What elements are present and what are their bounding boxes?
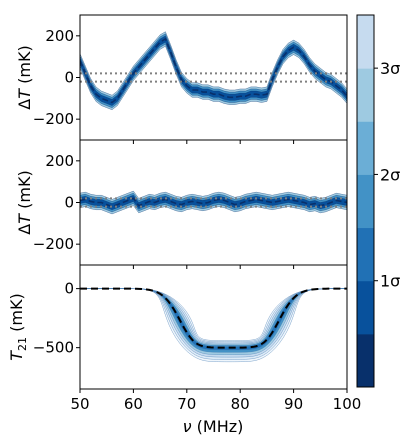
y-tick-label: 0 <box>64 280 74 298</box>
mean-line <box>80 37 347 104</box>
y-tick-label: 0 <box>64 69 74 87</box>
x-tick-label: 100 <box>333 395 362 413</box>
sigma-colorbar: 1σ 2σ 3σ <box>356 14 400 388</box>
axes-frame <box>79 264 348 390</box>
axes-frame <box>79 14 348 141</box>
y-axis-label: ΔT (mK) <box>15 45 34 109</box>
x-tick-label: 70 <box>177 395 196 413</box>
y-tick-label: 200 <box>45 27 74 45</box>
y-tick-label: −500 <box>33 339 74 357</box>
colorbar-cell <box>357 227 374 282</box>
mean-line <box>80 197 347 208</box>
plot-area <box>80 190 347 215</box>
colorbar-tick-label: 2σ <box>380 165 400 184</box>
x-tick-label: 90 <box>284 395 303 413</box>
y-axis-label: T21 (mK) <box>7 293 29 360</box>
y-tick-label: −200 <box>33 110 74 128</box>
colorbar-cell <box>357 68 374 122</box>
x-tick-label: 80 <box>231 395 250 413</box>
y-tick-label: 200 <box>45 152 74 170</box>
plot-area <box>80 287 347 363</box>
colorbar-frame <box>356 14 375 388</box>
confidence-band-3 <box>80 35 347 106</box>
confidence-band-1 <box>80 31 347 111</box>
x-axis-label: ν (MHz) <box>183 417 244 436</box>
y-tick-label: 0 <box>64 194 74 212</box>
y-axis-label: ΔT (mK) <box>15 170 34 234</box>
x-tick-label: 50 <box>70 395 89 413</box>
colorbar-cell <box>357 174 374 229</box>
true-signal-line <box>80 287 347 349</box>
y-tick-label: −200 <box>33 235 74 253</box>
signal-band-2 <box>80 288 347 353</box>
signal-band-4 <box>80 288 347 358</box>
colorbar-cell <box>357 121 374 175</box>
colorbar-cell <box>357 15 374 69</box>
signal-panel: 0 −500 50 60 70 80 90 100 T21 (mK) <box>7 264 362 413</box>
x-tick-label: 60 <box>124 395 143 413</box>
colorbar-cell <box>357 280 374 335</box>
signal-band-3 <box>80 288 347 355</box>
colorbar-cell <box>357 333 374 388</box>
plot-area <box>80 31 347 111</box>
signal-band-1 <box>80 288 347 351</box>
colorbar-tick-label: 3σ <box>380 59 400 78</box>
colorbar-tick-label: 1σ <box>380 272 400 291</box>
